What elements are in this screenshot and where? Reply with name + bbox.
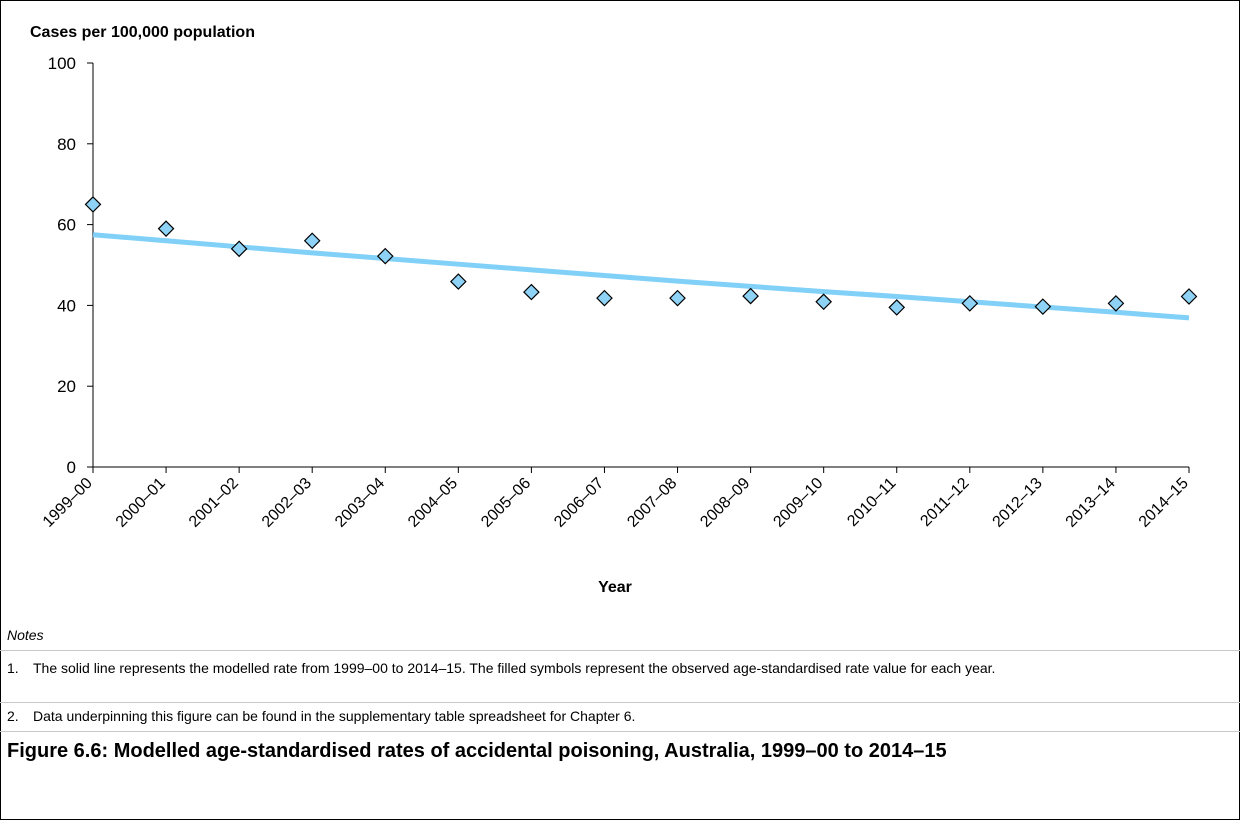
observed-rate-marker bbox=[449, 273, 467, 290]
observed-rate-marker bbox=[84, 196, 102, 213]
observed-rate-marker bbox=[888, 299, 906, 316]
observed-rate-marker bbox=[815, 293, 833, 311]
observed-rate-marker bbox=[742, 287, 759, 305]
divider bbox=[0, 702, 1240, 703]
y-tick-label: 20 bbox=[57, 377, 76, 396]
x-tick-label: 2001–02 bbox=[186, 475, 242, 531]
x-tick-label: 2007–08 bbox=[624, 475, 680, 531]
x-tick-label: 2014–15 bbox=[1136, 475, 1192, 531]
x-tick-label: 1999–00 bbox=[40, 475, 96, 531]
observed-rate-marker bbox=[1034, 298, 1052, 315]
x-tick-label: 2006–07 bbox=[551, 475, 607, 531]
observed-rate-marker bbox=[376, 247, 394, 265]
y-tick-label: 100 bbox=[48, 54, 76, 73]
y-tick-label: 60 bbox=[57, 216, 76, 235]
modelled-rate-line bbox=[92, 232, 1190, 321]
x-tick-label: 2012–13 bbox=[990, 475, 1046, 531]
x-tick-label: 2010–11 bbox=[844, 475, 899, 530]
y-tick-label: 80 bbox=[57, 135, 76, 154]
note-number: 1. bbox=[7, 660, 19, 676]
observed-rate-marker bbox=[1107, 295, 1125, 312]
x-tick-label: 2004–05 bbox=[405, 475, 461, 531]
x-tick-label: 2013–14 bbox=[1063, 475, 1119, 531]
x-tick-label: 2009–10 bbox=[770, 475, 826, 531]
x-axis-title: Year bbox=[598, 579, 632, 596]
x-tick-label: 2008–09 bbox=[697, 475, 753, 531]
divider bbox=[0, 731, 1240, 732]
observed-rate-marker bbox=[157, 220, 175, 237]
note-text: Data underpinning this figure can be fou… bbox=[33, 708, 636, 724]
observed-rate-marker bbox=[230, 240, 248, 258]
observed-rate-marker bbox=[669, 289, 686, 307]
observed-rate-marker bbox=[303, 232, 321, 250]
x-tick-label: 2002–03 bbox=[259, 475, 315, 531]
observed-rate-marker bbox=[523, 283, 540, 301]
note-number: 2. bbox=[7, 708, 19, 724]
observed-rate-marker bbox=[961, 295, 979, 312]
observed-rate-marker bbox=[1180, 288, 1198, 305]
note-1: 1. The solid line represents the modelle… bbox=[7, 658, 1232, 678]
y-axis-title: Cases per 100,000 population bbox=[30, 24, 255, 41]
note-2: 2. Data underpinning this figure can be … bbox=[7, 706, 1232, 726]
chart: Cases per 100,000 population Year 0 20 40 6… bbox=[30, 24, 1198, 596]
notes-heading: Notes bbox=[7, 627, 44, 643]
x-tick-label: 2000–01 bbox=[113, 475, 169, 531]
x-tick-label: 2003–04 bbox=[332, 475, 388, 531]
divider bbox=[0, 650, 1240, 651]
note-text: The solid line represents the modelled r… bbox=[33, 660, 996, 676]
observed-rate-marker bbox=[596, 289, 613, 307]
x-tick-label: 2005–06 bbox=[478, 475, 534, 531]
figure-caption: Figure 6.6: Modelled age-standardised ra… bbox=[7, 740, 947, 762]
y-tick-label: 0 bbox=[67, 458, 76, 477]
x-tick-label: 2011–12 bbox=[917, 475, 972, 530]
y-tick-label: 40 bbox=[57, 296, 76, 315]
